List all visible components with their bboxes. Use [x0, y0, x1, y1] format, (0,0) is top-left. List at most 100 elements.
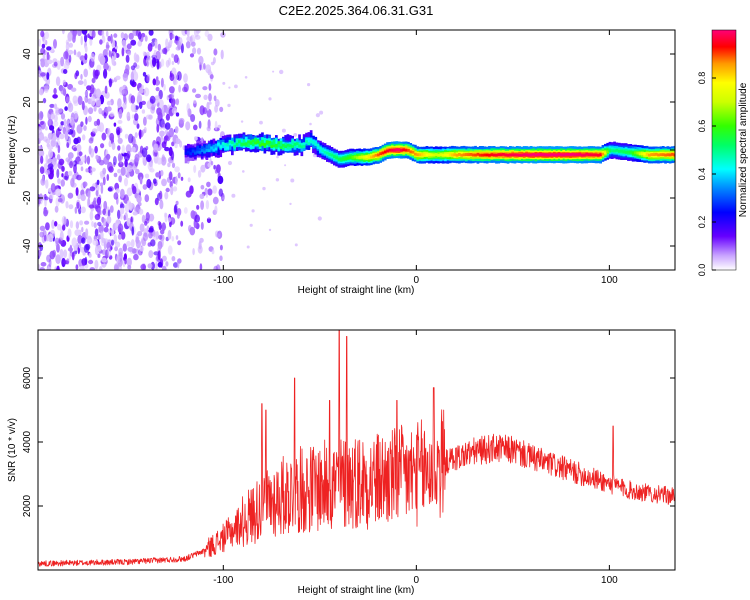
ridge-cell — [664, 153, 667, 157]
noise-speckle — [171, 162, 176, 169]
noise-speckle — [148, 213, 155, 222]
ridge-cell — [330, 153, 334, 157]
noise-speckle — [200, 184, 205, 190]
noise-speckle — [219, 244, 223, 251]
noise-speckle — [187, 177, 191, 183]
noise-speckle — [85, 228, 89, 238]
ridge-cell — [251, 140, 255, 147]
noise-speckle — [77, 80, 84, 85]
ridge-cell — [372, 154, 375, 158]
noise-speckle — [70, 177, 75, 188]
noise-speckle — [142, 232, 149, 242]
noise-speckle — [158, 234, 163, 240]
ridge-cell — [377, 153, 380, 157]
noise-speckle — [137, 230, 143, 237]
noise-speckle — [87, 190, 91, 199]
noise-speckle — [40, 72, 46, 77]
noise-speckle — [81, 30, 88, 35]
ridge-cell — [474, 153, 477, 157]
noise-speckle — [244, 76, 248, 79]
ridge-cell — [652, 153, 656, 156]
noise-speckle — [185, 190, 192, 198]
noise-speckle — [161, 178, 167, 187]
noise-speckle — [144, 220, 148, 226]
noise-speckle — [53, 157, 57, 162]
ridge-cell — [388, 148, 392, 152]
noise-speckle — [73, 147, 77, 152]
noise-speckle — [133, 253, 139, 261]
ridge-cell — [187, 150, 190, 154]
noise-speckle — [117, 137, 123, 144]
noise-speckle — [279, 69, 284, 75]
noise-speckle — [88, 204, 95, 209]
colorbar-label: Normalized spectral amplitude — [738, 82, 749, 217]
noise-speckle — [103, 112, 107, 119]
noise-speckle — [89, 210, 94, 221]
noise-speckle — [202, 86, 208, 91]
noise-speckle — [39, 231, 45, 238]
noise-speckle — [115, 188, 120, 194]
noise-speckle — [164, 135, 169, 141]
noise-speckle — [161, 141, 167, 149]
spectrogram-y-label: Frequency (Hz) — [7, 116, 18, 185]
noise-speckle — [164, 191, 169, 200]
ridge-cell — [631, 151, 635, 155]
ridge-cell — [284, 145, 287, 149]
ridge-cell — [238, 140, 241, 144]
ridge-cell — [548, 153, 552, 157]
ridge-cell — [569, 153, 572, 156]
ridge-cell — [539, 153, 542, 156]
ridge-cell — [448, 153, 452, 156]
ridge-cell — [224, 142, 227, 146]
noise-speckle — [85, 168, 89, 173]
ridge-cell — [309, 139, 313, 143]
noise-speckle — [130, 103, 136, 112]
noise-speckle — [180, 220, 184, 227]
ridge-cell — [307, 138, 311, 144]
noise-speckle — [161, 265, 167, 270]
ridge-cell — [282, 143, 285, 147]
noise-speckle — [148, 30, 154, 36]
noise-speckle — [214, 105, 219, 113]
noise-speckle — [217, 175, 224, 185]
ridge-cell — [553, 153, 556, 157]
ridge-cell — [421, 152, 424, 156]
ridge-cell — [499, 153, 503, 157]
y-tick-label: 20 — [22, 96, 33, 108]
noise-speckle — [103, 200, 108, 211]
noise-speckle — [115, 241, 121, 248]
noise-speckle — [169, 86, 175, 94]
noise-speckle — [165, 38, 169, 48]
noise-speckle — [213, 48, 218, 56]
ridge-cell — [550, 153, 554, 156]
noise-speckle — [171, 256, 176, 262]
noise-speckle — [61, 215, 67, 226]
ridge-cell — [217, 143, 220, 156]
noise-speckle — [39, 244, 44, 252]
ridge-cell — [469, 153, 473, 156]
noise-speckle — [78, 151, 83, 156]
noise-speckle — [158, 222, 162, 231]
ridge-cell — [478, 153, 482, 157]
ridge-cell — [634, 151, 637, 155]
noise-speckle — [101, 249, 107, 255]
ridge-cell — [247, 141, 250, 147]
noise-speckle — [132, 71, 139, 82]
noise-speckle — [123, 253, 127, 261]
noise-speckle — [102, 176, 106, 186]
ridge-cell — [279, 146, 283, 150]
ridge-cell — [291, 140, 294, 146]
noise-speckle — [158, 99, 164, 109]
noise-speckle — [196, 204, 200, 210]
noise-speckle — [60, 86, 66, 95]
noise-speckle — [77, 51, 81, 58]
ridge-cell — [314, 142, 318, 146]
ridge-cell — [279, 141, 283, 147]
colorbar-tick-label: 0.8 — [697, 72, 707, 85]
noise-speckle — [113, 234, 118, 245]
noise-speckle — [167, 245, 173, 255]
noise-speckle — [177, 258, 182, 264]
noise-speckle — [109, 112, 115, 117]
noise-speckle — [159, 190, 163, 200]
noise-speckle — [185, 121, 191, 131]
